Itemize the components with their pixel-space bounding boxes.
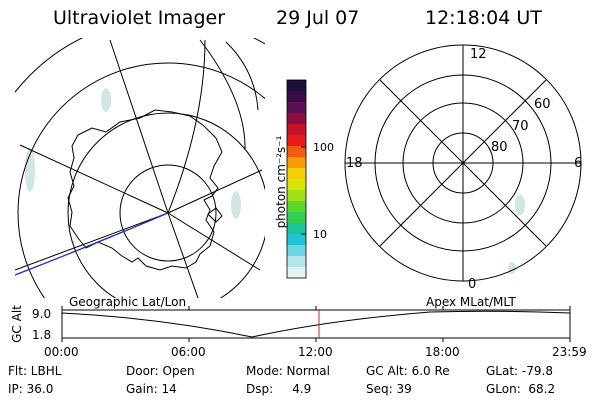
info-door: Door: Open — [126, 364, 195, 378]
info-glon: GLon: 68.2 — [486, 382, 556, 396]
mlat-label-70: 70 — [512, 119, 529, 134]
color-bar-segment — [287, 245, 306, 257]
mlt-label-18: 18 — [346, 156, 363, 171]
altitude-ytick-max: 9.0 — [32, 307, 52, 321]
lat-circle-mid — [67, 112, 265, 298]
coastline — [67, 109, 223, 271]
island — [207, 207, 223, 223]
altitude-ytick-min: 1.8 — [32, 328, 52, 342]
color-bar-segment — [287, 212, 306, 224]
info-filter: Flt: LBHL — [8, 364, 62, 378]
info-dsp: Dsp: 4.9 — [246, 382, 312, 396]
color-bar-segment — [287, 234, 306, 246]
apex-caption: Apex MLat/MLT — [426, 295, 516, 309]
meridian — [225, 41, 259, 111]
geographic-map — [15, 38, 265, 298]
meridian — [167, 212, 199, 298]
time-tick-0600: 06:00 — [171, 345, 206, 359]
color-bar-segment — [287, 135, 306, 147]
mlt-label-0: 0 — [468, 277, 477, 292]
date-label: 29 Jul 07 — [276, 7, 360, 29]
altitude-plot-frame — [61, 309, 571, 339]
meridian — [167, 212, 261, 271]
color-bar — [287, 80, 306, 279]
meridian — [199, 39, 246, 151]
lat-circle-outer — [17, 62, 265, 298]
altitude-curve — [61, 310, 571, 338]
colorbar-tick-label: 10 — [313, 228, 327, 241]
emission-patches — [25, 88, 241, 219]
mlt-label-6: 6 — [574, 156, 583, 171]
mlat-label-60: 60 — [534, 97, 551, 112]
mlt-line-diag — [379, 79, 547, 247]
color-bar-segment — [287, 91, 306, 103]
info-glat: GLat: -79.8 — [486, 364, 553, 378]
color-bar-segment — [287, 102, 306, 114]
color-bar-segment — [287, 113, 306, 125]
lat-circle-inner — [119, 164, 217, 262]
colorbar-unit-label: photon cm⁻²s⁻¹ — [274, 135, 288, 229]
meridian — [15, 212, 169, 271]
info-mode: Mode: Normal — [246, 364, 330, 378]
color-bar-segment — [287, 157, 306, 169]
color-bar-segment — [287, 146, 306, 158]
info-seq: Seq: 39 — [366, 382, 412, 396]
color-bar-segment — [287, 80, 306, 92]
color-bar-segment — [287, 168, 306, 180]
color-bar-segment — [287, 201, 306, 213]
app-title: Ultraviolet Imager — [53, 7, 226, 29]
time-tick-1200: 12:00 — [298, 345, 333, 359]
time-tick-0000: 00:00 — [44, 345, 79, 359]
time-tick-1800: 18:00 — [425, 345, 460, 359]
info-gain: Gain: 14 — [126, 382, 177, 396]
altitude-ylabel: GC Alt — [10, 305, 24, 343]
color-bar-segment — [287, 124, 306, 136]
altitude-plot — [61, 306, 571, 342]
time-label: 12:18:04 UT — [425, 7, 542, 29]
time-tick-2359: 23:59 — [552, 345, 587, 359]
colorbar-tick-label: 100 — [313, 141, 334, 154]
x-ticks — [61, 306, 571, 342]
color-bar-segment — [287, 267, 306, 279]
mlt-label-12: 12 — [470, 47, 487, 62]
magnetic-polar-plot — [344, 44, 582, 282]
color-bar-segment — [287, 256, 306, 268]
color-bar-segment — [287, 190, 306, 202]
emission-patches — [508, 195, 525, 274]
color-bar-segment — [287, 223, 306, 235]
color-bar-frame — [286, 79, 307, 279]
info-gc-altitude: GC Alt: 6.0 Re — [366, 364, 450, 378]
lat-circle-edge — [15, 38, 265, 93]
meridian — [167, 39, 206, 214]
color-bar-segment — [287, 179, 306, 191]
geographic-caption: Geographic Lat/Lon — [69, 295, 187, 309]
orbit-track — [15, 212, 169, 276]
meridian — [19, 144, 169, 214]
info-ip: IP: 36.0 — [8, 382, 54, 396]
meridian — [109, 39, 169, 214]
mlat-label-80: 80 — [491, 140, 508, 155]
